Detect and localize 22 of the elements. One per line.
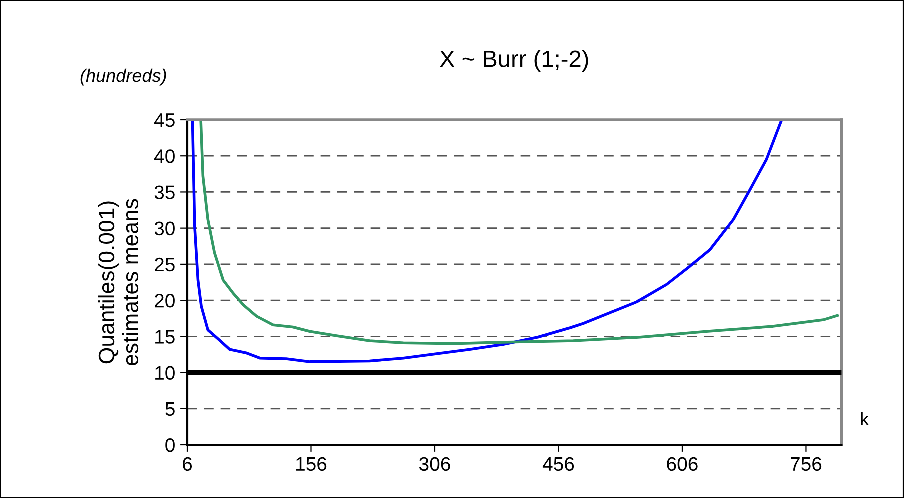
y-tick-label: 45 xyxy=(154,114,175,128)
y-tick-label: 35 xyxy=(154,186,175,200)
y-tick-label: 15 xyxy=(156,330,175,344)
y-axis-title: Quantiles(0.001) estimates means xyxy=(98,199,139,366)
x-axis-title: k xyxy=(861,412,870,426)
y-tick-label: 0 xyxy=(166,438,175,452)
y-tick-label: 20 xyxy=(155,294,175,308)
x-tick-label: 606 xyxy=(667,457,698,472)
line-series xyxy=(191,120,784,364)
text: (hundreds) xyxy=(80,68,166,86)
y-tick-label: 25 xyxy=(155,258,175,272)
y-tick-label: 5 xyxy=(166,402,175,416)
x-tick-label: 456 xyxy=(542,457,574,472)
x-tick-label: 306 xyxy=(420,457,450,472)
x-tick-label: 156 xyxy=(296,457,327,472)
x-tick-label: 6 xyxy=(183,457,192,472)
y-tick-label: 30 xyxy=(154,222,175,236)
y-tick-label: 40 xyxy=(154,150,175,164)
x-tick-label: 756 xyxy=(791,457,822,472)
line-series xyxy=(200,120,839,346)
y-tick-label: 10 xyxy=(156,366,175,380)
chart-title: X ~ Burr (1;-2) xyxy=(440,50,588,72)
